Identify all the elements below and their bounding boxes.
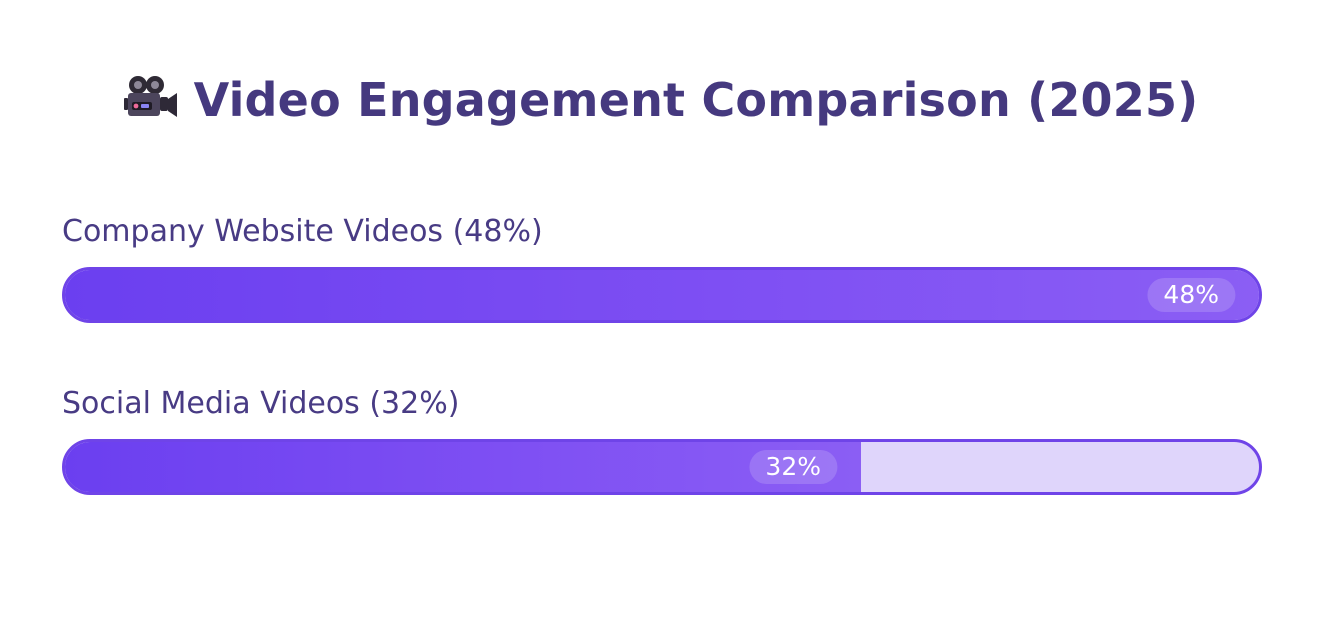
bar-track: 32% xyxy=(62,439,1262,495)
bar-value-label: 32% xyxy=(749,450,837,484)
bar-category-label: Social Media Videos (32%) xyxy=(62,386,460,421)
bar-category-label: Company Website Videos (48%) xyxy=(62,214,543,249)
bar-value-label: 48% xyxy=(1147,278,1235,312)
chart-title-row: Video Engagement Comparison (2025) xyxy=(0,68,1320,132)
bar-track: 48% xyxy=(62,267,1262,323)
bar-fill xyxy=(65,442,861,492)
chart-title: Video Engagement Comparison (2025) xyxy=(193,73,1199,127)
bar-fill xyxy=(65,270,1259,320)
movie-camera-icon xyxy=(123,76,177,117)
